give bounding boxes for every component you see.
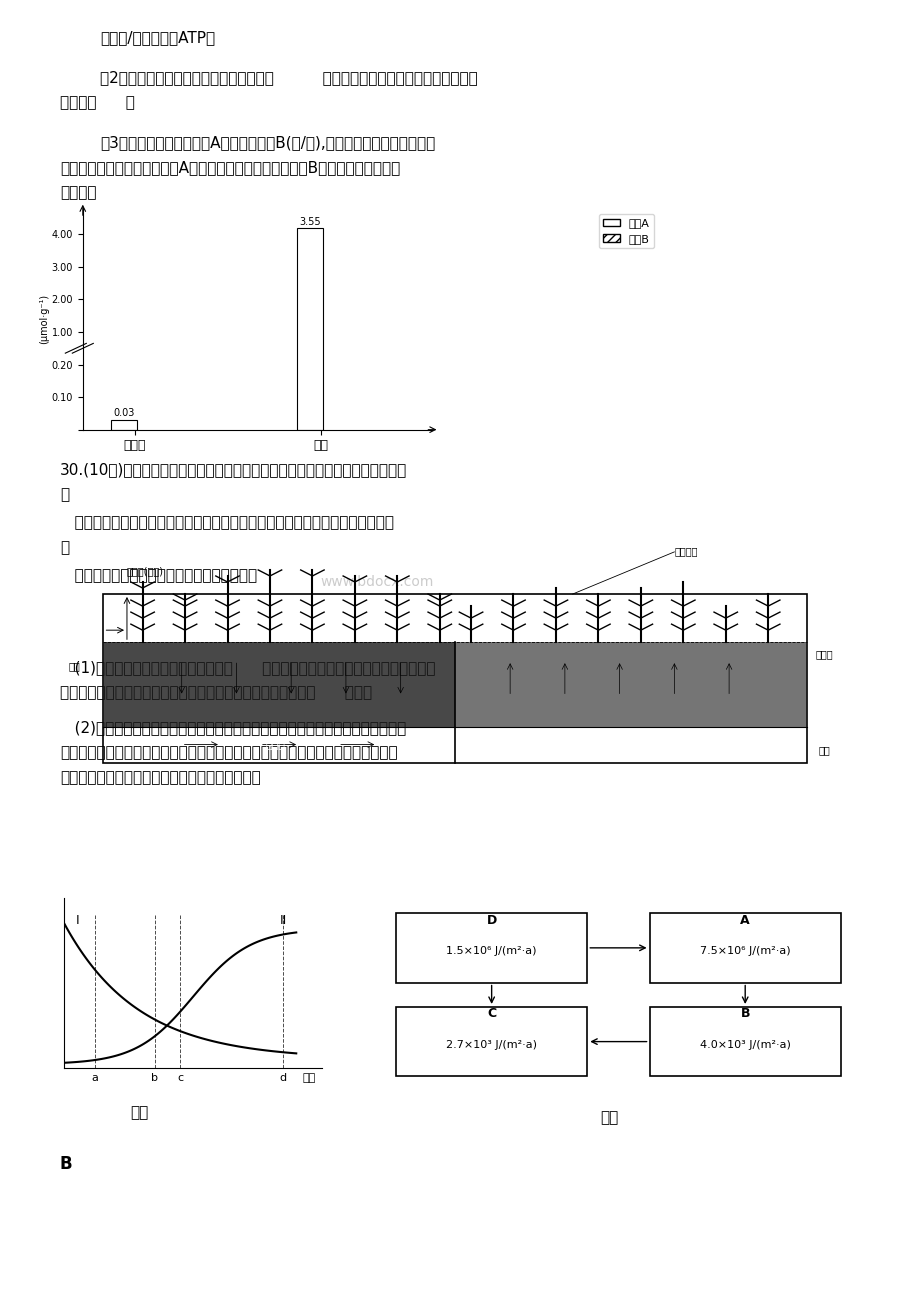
- Text: （3）实验结果表明，品种A耐低氧能力比B(强/弱),其原因可借助下面的柱形图: （3）实验结果表明，品种A耐低氧能力比B(强/弱),其原因可借助下面的柱形图: [100, 135, 435, 150]
- Polygon shape: [103, 642, 455, 727]
- Text: www.bdocx.com: www.bdocx.com: [320, 575, 433, 589]
- Text: 进水口(污水): 进水口(污水): [127, 566, 164, 575]
- Text: 下行池: 下行池: [266, 740, 285, 750]
- Text: 图甲: 图甲: [130, 1105, 148, 1120]
- Text: A: A: [740, 914, 749, 927]
- Text: c: c: [177, 1073, 183, 1083]
- Text: (2)相比其他污水处理方式，人工湿地具有成本低、净化率高的特点。经过处理后: (2)相比其他污水处理方式，人工湿地具有成本低、净化率高的特点。经过处理后: [60, 720, 406, 736]
- Text: 在: 在: [60, 487, 69, 503]
- Text: 程（能/不能）生成ATP。: 程（能/不能）生成ATP。: [100, 30, 215, 46]
- Text: C: C: [486, 1008, 495, 1021]
- Text: 吸方式为      。: 吸方式为 。: [60, 95, 135, 109]
- Polygon shape: [455, 642, 807, 727]
- Text: 3.55: 3.55: [299, 216, 320, 227]
- Text: II: II: [279, 914, 287, 927]
- Text: 基质: 基质: [818, 746, 830, 755]
- Text: b: b: [151, 1073, 158, 1083]
- Text: 益。某调查小组对湿地生态系统进行了相关调查：: 益。某调查小组对湿地生态系统进行了相关调查：: [60, 769, 260, 785]
- Y-axis label: (μmol·g⁻¹): (μmol·g⁻¹): [39, 294, 49, 344]
- Text: 上行池: 上行池: [625, 740, 644, 750]
- Text: d: d: [279, 1073, 287, 1083]
- FancyBboxPatch shape: [395, 913, 586, 983]
- Text: 4.0×10³ J/(m²·a): 4.0×10³ J/(m²·a): [699, 1040, 789, 1051]
- Text: 做出进一步解释，请根据品种A的柱形图在相应位置绘出品种B的柱形图，并标出对: 做出进一步解释，请根据品种A的柱形图在相应位置绘出品种B的柱形图，并标出对: [60, 160, 400, 174]
- Text: 化。下图为人工湿地示意图，回答下列问题：: 化。下图为人工湿地示意图，回答下列问题：: [60, 568, 256, 583]
- Text: 出水口: 出水口: [814, 650, 832, 659]
- Bar: [296, 228, 323, 430]
- Bar: [110, 419, 137, 430]
- Text: a: a: [92, 1073, 98, 1083]
- Text: D: D: [486, 914, 496, 927]
- Text: 1.5×10⁶ J/(m²·a): 1.5×10⁶ J/(m²·a): [446, 947, 537, 957]
- Text: B: B: [60, 1155, 73, 1173]
- Text: 的污水流入上行池，在上行池中可以养殖一些鱼、虾等水生动物，获取一定的经济利: 的污水流入上行池，在上行池中可以养殖一些鱼、虾等水生动物，获取一定的经济利: [60, 745, 397, 760]
- FancyBboxPatch shape: [395, 1006, 586, 1077]
- Text: 沿一定方向流动的过程中，主要利用人工基质、微生物、植物等生物对污水进行: 沿一定方向流动的过程中，主要利用人工基质、微生物、植物等生物对污水进行: [60, 516, 393, 530]
- Text: 净: 净: [60, 540, 69, 555]
- Text: 0.03: 0.03: [113, 409, 134, 418]
- Text: 图乙: 图乙: [599, 1111, 618, 1125]
- Text: (1)湿地植物属于该生态系统成分中的      ；根据污水中成分含量的变化，从进水口到: (1)湿地植物属于该生态系统成分中的 ；根据污水中成分含量的变化，从进水口到: [60, 660, 435, 674]
- Text: （2）由表中信息可知，该实验的自变量是          。正常通气情况下，黄瓜根系细胞的呼: （2）由表中信息可知，该实验的自变量是 。正常通气情况下，黄瓜根系细胞的呼: [100, 70, 477, 85]
- FancyBboxPatch shape: [649, 913, 840, 983]
- Text: 应数值。: 应数值。: [60, 185, 96, 201]
- Text: B: B: [740, 1008, 749, 1021]
- Text: 30.(10分)人工湿地是由人工建造和控制运行的与沼泽地类似的地面，污水与污泥: 30.(10分)人工湿地是由人工建造和控制运行的与沼泽地类似的地面，污水与污泥: [60, 462, 407, 477]
- Text: 2.7×10³ J/(m²·a): 2.7×10³ J/(m²·a): [446, 1040, 537, 1051]
- Text: I: I: [75, 914, 79, 927]
- Text: 7.5×10⁶ J/(m²·a): 7.5×10⁶ J/(m²·a): [699, 947, 789, 957]
- Text: 湿地植物: 湿地植物: [674, 546, 698, 556]
- Text: 出水口的不同地段，分别种植不同的湿地植物，这体现了群落的      结构。: 出水口的不同地段，分别种植不同的湿地植物，这体现了群落的 结构。: [60, 685, 371, 700]
- Text: 基质: 基质: [68, 661, 80, 672]
- FancyBboxPatch shape: [649, 1006, 840, 1077]
- Legend: 品种A, 品种B: 品种A, 品种B: [598, 214, 653, 249]
- Text: 时间: 时间: [302, 1073, 315, 1083]
